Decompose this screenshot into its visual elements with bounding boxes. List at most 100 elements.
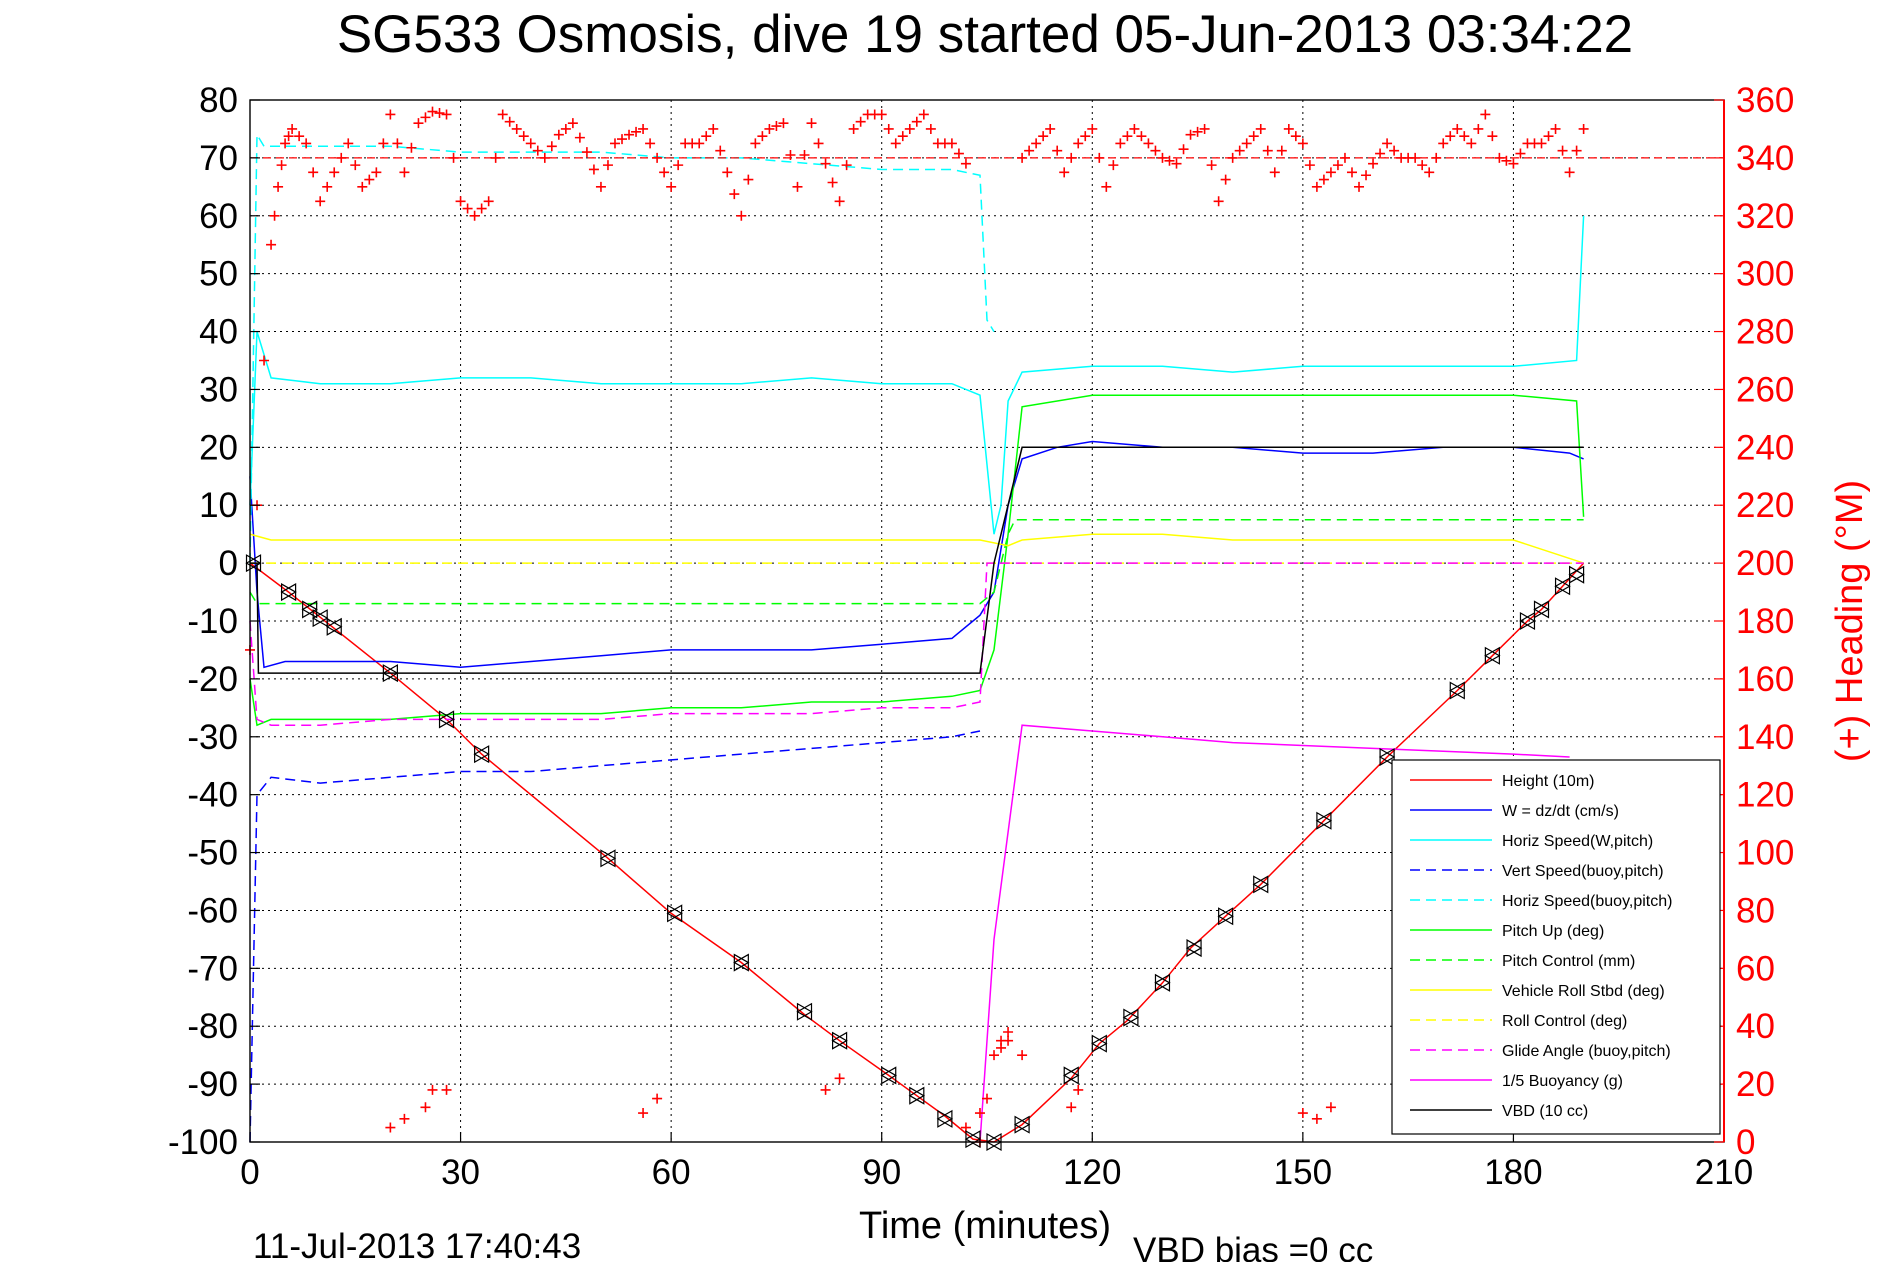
heading-plus (855, 116, 866, 127)
timing-marker (1554, 577, 1571, 596)
heading-plus (1480, 109, 1491, 120)
heading-marker (1101, 181, 1112, 192)
heading-plus (750, 138, 761, 149)
heading-marker (1459, 131, 1470, 142)
heading-plus (785, 149, 796, 160)
heading-plus (518, 131, 529, 142)
marker-triangle-left (1378, 748, 1395, 767)
heading-marker (1255, 123, 1266, 134)
heading-plus (1094, 152, 1105, 163)
heading-plus (1185, 129, 1196, 140)
timing-marker (1449, 681, 1466, 700)
heading-plus (1431, 152, 1442, 163)
marker-triangle-left (245, 554, 262, 573)
heading-marker (1410, 152, 1421, 163)
heading-plus (953, 148, 964, 159)
series-line (249, 132, 995, 564)
marker-triangle-left (831, 1031, 848, 1050)
heading-plus (701, 131, 712, 142)
heading-marker (1571, 145, 1582, 156)
marker-triangle-left (1252, 875, 1269, 894)
series-line (249, 518, 1584, 605)
heading-plus (1487, 131, 1498, 142)
heading-marker (946, 138, 957, 149)
heading-marker (1024, 145, 1035, 156)
heading-plus (1276, 145, 1287, 156)
heading-plus (778, 118, 789, 129)
heading-marker (1452, 123, 1463, 134)
heading-low-marker (385, 1122, 396, 1133)
legend-label: Height (10m) (1502, 773, 1594, 790)
heading-plus (1375, 148, 1386, 159)
heading-low-marker (1003, 1027, 1014, 1038)
marker-triangle-left (301, 600, 318, 619)
heading-plus (322, 181, 333, 192)
heading-plus (827, 177, 838, 188)
heading-marker (624, 129, 635, 140)
heading-marker (1241, 138, 1252, 149)
legend: Height (10m) W = dz/dt (cm/s) Horiz Speed(… (1391, 759, 1721, 1135)
y-right-tick-label: 80 (1736, 891, 1775, 930)
heading-marker (960, 158, 971, 169)
heading-plus (841, 160, 852, 171)
heading-low-marker (1311, 1113, 1322, 1124)
heading-plus (276, 160, 287, 171)
heading-plus (729, 189, 740, 200)
heading-marker (420, 112, 431, 123)
heading-marker (364, 174, 375, 185)
heading-marker (1297, 138, 1308, 149)
heading-marker (645, 138, 656, 149)
heading-plus (946, 138, 957, 149)
heading-marker (989, 1050, 1000, 1061)
heading-plus (1080, 131, 1091, 142)
heading-marker (1080, 131, 1091, 142)
heading-marker (308, 167, 319, 178)
legend-label: Horiz Speed(W,pitch) (1502, 833, 1653, 850)
heading-plus (982, 1093, 992, 1104)
heading-marker (799, 149, 810, 160)
timing-marker (1519, 611, 1536, 631)
heading-plus (441, 109, 452, 120)
heading-marker (1157, 152, 1168, 163)
heading-marker (1445, 131, 1456, 142)
y-tick-label: 20 (199, 428, 238, 467)
heading-plus (1417, 160, 1428, 171)
timing-marker (1315, 811, 1333, 830)
timing-markers (245, 554, 1585, 1152)
series-line (249, 440, 1584, 669)
y-right-tick-label: 240 (1736, 428, 1794, 467)
heading-plus (497, 109, 508, 120)
heading-plus (378, 138, 389, 149)
heading-marker (890, 138, 901, 149)
heading-plus (1192, 126, 1203, 137)
timing-marker (1122, 1008, 1140, 1027)
heading-plus (1311, 1113, 1322, 1124)
heading-plus (308, 167, 319, 178)
heading-plus (792, 181, 803, 192)
heading-marker (813, 138, 824, 149)
marker-triangle-left (666, 904, 683, 923)
heading-marker (567, 118, 578, 129)
y-tick-label: -30 (187, 718, 238, 757)
heading-plus (1255, 123, 1266, 134)
y-tick-label: -100 (168, 1123, 238, 1162)
heading-marker (1473, 123, 1484, 134)
legend-label: Pitch Control (mm) (1502, 953, 1635, 970)
heading-marker (792, 181, 803, 192)
y-right-tick-label: 320 (1736, 197, 1794, 236)
marker-triangle-left (438, 710, 455, 729)
heading-plus (462, 203, 473, 214)
heading-plus (1332, 160, 1343, 171)
heading-marker (1438, 138, 1449, 149)
heading-marker (301, 138, 312, 149)
heading-marker (764, 123, 775, 134)
heading-plus (960, 158, 971, 169)
heading-plus (1052, 145, 1063, 156)
heading-marker (1143, 138, 1154, 149)
heading-marker (848, 123, 859, 134)
y-right-tick-label: 60 (1736, 949, 1775, 988)
heading-marker (287, 123, 298, 134)
heading-marker (483, 196, 494, 207)
heading-marker (1150, 145, 1161, 156)
